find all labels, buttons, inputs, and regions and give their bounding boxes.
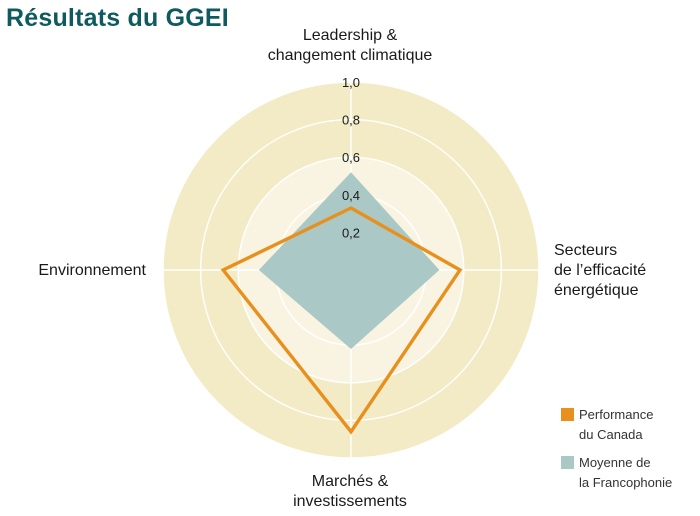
page-title: Résultats du GGEI [6,4,229,32]
radar-ticks: 0,2 0,4 0,6 0,8 1,0 [342,75,360,240]
legend-swatch [561,456,574,469]
tick-label: 0,4 [342,188,360,203]
tick-label: 0,8 [342,113,360,128]
series-polygon-performance-du-canada [220,206,463,435]
legend-entry: Moyenne de la Francophonie [561,455,672,490]
axis-label-line: changement climatique [268,47,433,64]
legend: Performance du Canada Moyenne de la Francop… [561,407,672,490]
axis-label-3: Environnement [38,262,146,279]
legend-swatch [561,408,574,421]
radar-series [220,172,463,435]
axis-label-line: Marchés & [312,473,389,490]
axis-label-2: Marchés & investissements [293,473,407,510]
tick-label: 1,0 [342,75,360,90]
tick-label: 0,2 [342,225,360,240]
series-polygon-moyenne-de-la-francophonie [258,172,440,349]
tick-label: 0,6 [342,150,360,165]
axis-label-line: Secteurs [554,242,617,259]
axis-label-line: énergétique [554,282,639,299]
axis-label-line: Leadership & [303,27,398,44]
legend-label: Performance [579,407,653,422]
radar-axis-labels: Leadership & changement climatique Secteur… [38,27,646,510]
axis-label-line: investissements [293,493,407,510]
axis-label-line: de l’efficacité [554,262,646,279]
axis-label-0: Leadership & changement climatique [268,27,433,64]
axis-label-line: Environnement [38,262,146,279]
legend-label: Moyenne de [579,455,651,470]
legend-label: du Canada [579,427,643,442]
legend-label: la Francophonie [579,475,672,490]
axis-label-1: Secteurs de l’efficacité énergétique [554,242,646,299]
legend-entry: Performance du Canada [561,407,653,442]
